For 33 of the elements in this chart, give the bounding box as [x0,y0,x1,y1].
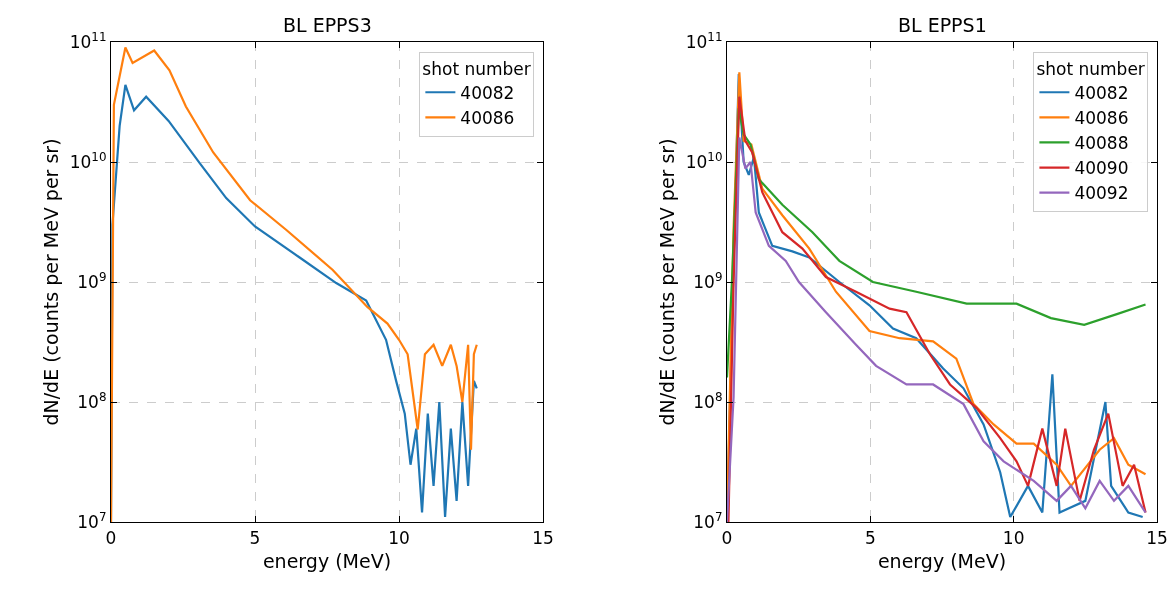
y-tick-label: 10$^{9}$ [693,269,723,292]
y-tick-label: 10$^{10}$ [69,149,107,172]
legend-label: 40090 [1074,158,1129,179]
x-tick-label: 15 [1146,527,1168,548]
y-tick-label: 10$^{11}$ [69,29,107,52]
chart-title: BL EPPS1 [898,14,987,36]
chart-title: BL EPPS3 [283,14,372,36]
y-tick-label: 10$^{11}$ [685,29,723,52]
legend-title: shot number [422,58,531,79]
legend-label: 40086 [460,107,515,128]
x-tick-label: 5 [864,527,876,548]
y-tick-label: 10$^{8}$ [693,389,723,412]
x-tick-label: 5 [249,527,261,548]
y-axis-title: dN/dE (counts per MeV per sr) [655,138,678,426]
y-tick-label: 10$^{7}$ [693,509,723,532]
legend-label: 40092 [1074,183,1129,204]
legend-label: 40082 [1074,82,1129,103]
legend-label: 40088 [1074,133,1129,154]
legend-label: 40082 [460,82,515,103]
legend-title: shot number [1036,58,1145,79]
legend-label: 40086 [1074,107,1129,128]
x-tick-label: 10 [388,527,410,548]
x-axis-title: energy (MeV) [877,550,1007,573]
x-tick-label: 15 [532,527,554,548]
x-axis-title: energy (MeV) [262,550,392,573]
y-tick-label: 10$^{10}$ [685,149,723,172]
y-tick-label: 10$^{9}$ [77,269,107,292]
x-tick-label: 0 [721,527,733,548]
x-tick-label: 0 [105,527,117,548]
x-tick-label: 10 [1002,527,1025,548]
y-axis-title: dN/dE (counts per MeV per sr) [39,138,62,426]
y-tick-label: 10$^{7}$ [77,509,107,532]
y-tick-label: 10$^{8}$ [77,389,107,412]
